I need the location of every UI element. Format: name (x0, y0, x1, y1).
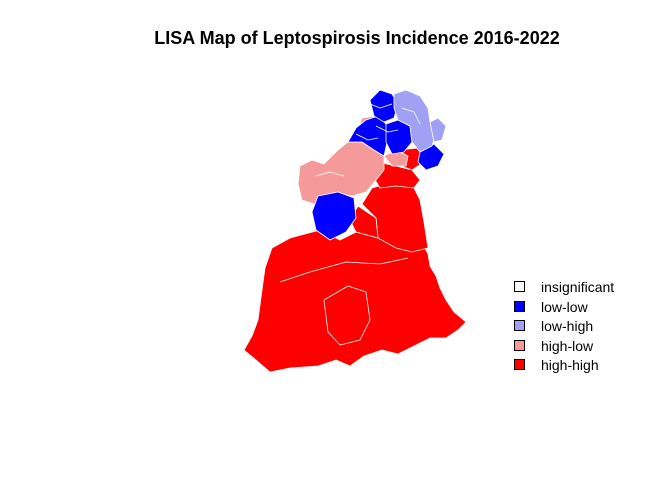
legend-swatch (514, 300, 525, 312)
region-low-low-north-east (417, 143, 445, 171)
district-boundary (401, 107, 421, 125)
region-low-low-central (311, 191, 357, 241)
legend-item-high-low: high-low (514, 337, 654, 357)
district-boundary (355, 133, 379, 141)
legend-label: low-low (541, 298, 588, 315)
legend-item-insignificant: insignificant (514, 278, 654, 298)
region-high-high-mid-east (361, 181, 429, 253)
region-high-high-south-central (323, 285, 371, 346)
legend-label: insignificant (541, 279, 615, 295)
district-boundary (315, 171, 345, 177)
legend-label: high-low (541, 337, 594, 354)
legend-swatch (514, 339, 525, 351)
legend-label: low-high (541, 318, 594, 334)
legend-label: high-high (541, 357, 599, 373)
legend-item-low-high: low-high (514, 317, 654, 337)
district-boundary (279, 257, 409, 283)
region-low-high-north (393, 89, 437, 153)
legend-item-high-high: high-high (514, 356, 654, 376)
map-title: LISA Map of Leptospirosis Incidence 2016… (154, 28, 560, 48)
region-high-high-upper (373, 161, 421, 189)
region-high-low-west (297, 141, 385, 205)
district-boundary (369, 103, 393, 109)
legend-swatch (514, 281, 525, 292)
map-legend: insignificant low-low low-high high-low high… (514, 278, 654, 376)
legend-swatch (514, 320, 525, 331)
legend-item-low-low: low-low (514, 298, 654, 318)
legend-swatch (514, 359, 525, 370)
district-boundary (375, 125, 399, 133)
region-low-high-north-east (429, 117, 447, 143)
